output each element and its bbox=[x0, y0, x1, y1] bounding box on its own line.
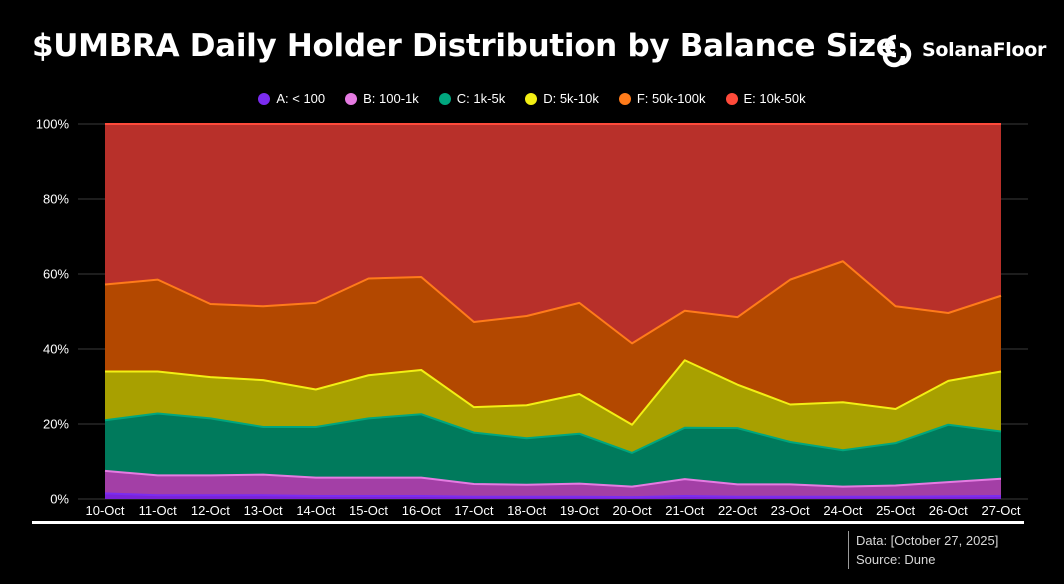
x-tick-label: 22-Oct bbox=[718, 503, 757, 518]
x-tick-label: 27-Oct bbox=[981, 503, 1020, 518]
legend-swatch bbox=[725, 92, 738, 105]
line-series-f bbox=[104, 260, 1002, 345]
x-tick-label: 24-Oct bbox=[823, 503, 862, 518]
y-tick-label: 80% bbox=[43, 192, 69, 207]
legend-label: B: 100-1k bbox=[363, 91, 419, 106]
legend-item[interactable]: B: 100-1k bbox=[345, 91, 419, 106]
legend-item[interactable]: D: 5k-10k bbox=[525, 91, 599, 106]
legend-item[interactable]: F: 50k-100k bbox=[618, 91, 706, 106]
legend-item[interactable]: E: 10k-50k bbox=[725, 91, 806, 106]
legend-label: D: 5k-10k bbox=[543, 91, 599, 106]
line-series-d bbox=[105, 359, 1002, 426]
solanafloor-logo-icon bbox=[882, 34, 912, 68]
legend-label: F: 50k-100k bbox=[636, 91, 706, 106]
y-tick-label: 100% bbox=[36, 117, 70, 132]
x-tick-label: 16-Oct bbox=[402, 503, 441, 518]
line-series-c bbox=[104, 412, 1002, 454]
line-series-b bbox=[104, 469, 1002, 488]
x-tick-label: 12-Oct bbox=[191, 503, 230, 518]
x-tick-label: 20-Oct bbox=[613, 503, 652, 518]
x-tick-label: 25-Oct bbox=[876, 503, 915, 518]
legend-label: E: 10k-50k bbox=[743, 91, 806, 106]
legend-swatch bbox=[258, 92, 271, 105]
x-axis-ticks: 10-Oct 11-Oct 12-Oct 13-Oct 14-Oct 15-Oct 16-O… bbox=[85, 503, 1020, 518]
legend-item[interactable]: A: < 100 bbox=[258, 91, 325, 106]
legend-swatch bbox=[618, 92, 631, 105]
chart-areas bbox=[105, 124, 1001, 499]
x-tick-label: 11-Oct bbox=[139, 503, 177, 518]
area-series-f[interactable] bbox=[105, 261, 1001, 425]
y-axis-ticks: 0% 20% 40% 60% 80% 100% bbox=[36, 117, 70, 507]
legend-item[interactable]: C: 1k-5k bbox=[438, 91, 506, 106]
y-tick-label: 0% bbox=[50, 492, 69, 507]
x-tick-label: 23-Oct bbox=[771, 503, 810, 518]
x-tick-label: 17-Oct bbox=[454, 503, 493, 518]
chart-legend: A: < 100 B: 100-1k C: 1k-5k D: 5k-10k F: 50k… bbox=[0, 91, 1064, 106]
x-tick-label: 14-Oct bbox=[296, 503, 335, 518]
area-series-c[interactable] bbox=[105, 413, 1001, 487]
x-tick-label: 10-Oct bbox=[85, 503, 124, 518]
x-tick-label: 15-Oct bbox=[349, 503, 388, 518]
source-text: Source: Dune bbox=[856, 552, 936, 567]
legend-swatch bbox=[525, 92, 538, 105]
data-date-text: Data: [October 27, 2025] bbox=[856, 533, 999, 548]
area-series-d[interactable] bbox=[105, 360, 1001, 453]
stacked-area-chart: 0% 20% 40% 60% 80% 100% 10-Oct 11-Oct 12-Oct 13-… bbox=[36, 117, 1028, 518]
brand-name: SolanaFloor bbox=[922, 39, 1047, 61]
y-tick-label: 40% bbox=[43, 342, 69, 357]
y-tick-label: 20% bbox=[43, 417, 69, 432]
chart-title: $UMBRA Daily Holder Distribution by Bala… bbox=[32, 28, 897, 64]
legend-swatch bbox=[438, 92, 451, 105]
x-tick-label: 13-Oct bbox=[244, 503, 283, 518]
x-tick-label: 19-Oct bbox=[560, 503, 599, 518]
x-tick-label: 21-Oct bbox=[665, 503, 704, 518]
y-tick-label: 60% bbox=[43, 267, 69, 282]
legend-swatch bbox=[345, 92, 358, 105]
chart-lines bbox=[104, 123, 1002, 499]
source-note: Data: [October 27, 2025] Source: Dune bbox=[848, 531, 998, 569]
legend-label: C: 1k-5k bbox=[456, 91, 506, 106]
footer-divider bbox=[32, 521, 1024, 524]
x-tick-label: 18-Oct bbox=[507, 503, 546, 518]
x-tick-label: 26-Oct bbox=[929, 503, 968, 518]
area-series-b[interactable] bbox=[105, 470, 1001, 498]
legend-label: A: < 100 bbox=[276, 91, 326, 106]
line-series-a bbox=[104, 492, 1002, 499]
brand-logo: SolanaFloor bbox=[880, 32, 1046, 68]
